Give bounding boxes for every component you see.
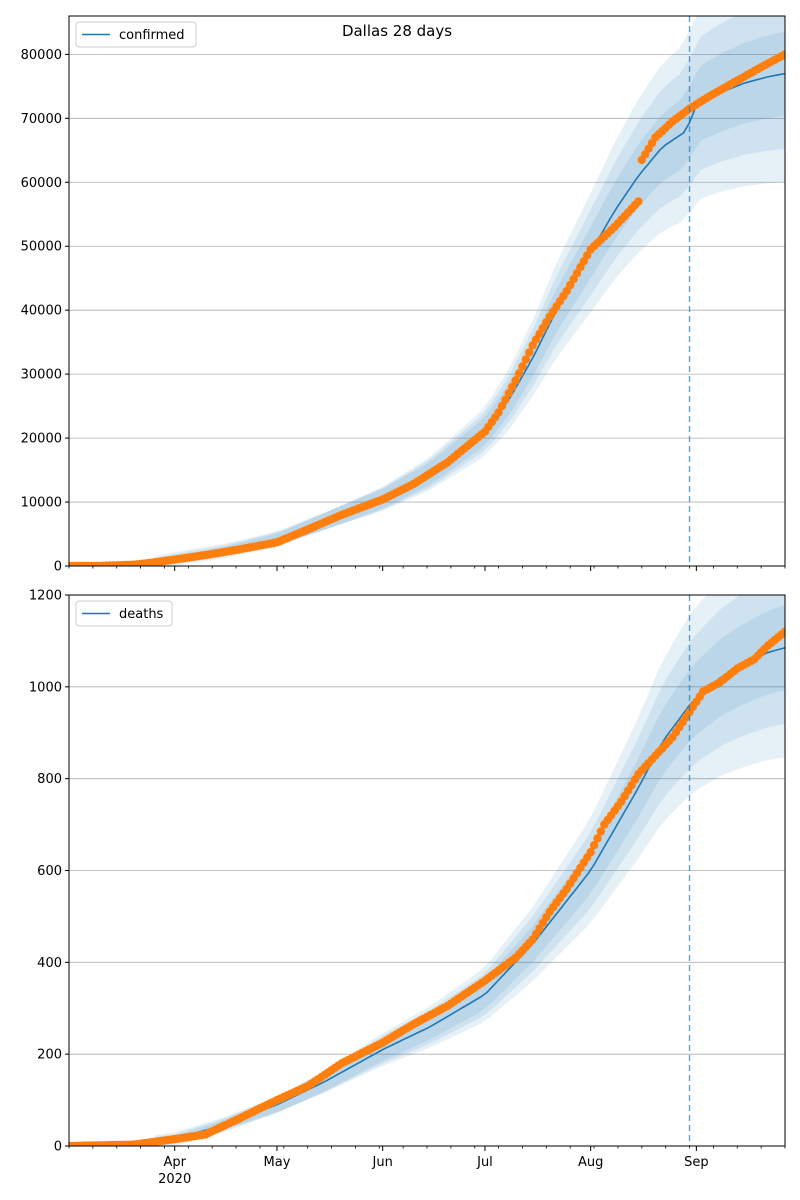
legend-label: deaths [119,607,164,622]
confirmed-panel: 0 10000 20000 30000 40000 50000 60000 70000 8000… [21,15,786,575]
deaths-panel: 0 200 400 600 800 1000 1200 Apr May Jun Jul Aug Sep 2… [29,589,786,1187]
uncertainty-band [154,31,785,566]
plot-area [69,595,785,1146]
y-tick-label: 50000 [21,240,62,255]
observed-point [589,841,599,850]
x-tick-label: Apr [163,1155,186,1170]
observed-point [494,408,503,417]
observed-point [501,395,510,404]
x-year-label: 2020 [158,1172,191,1187]
plot-area [69,16,785,566]
observed-point [634,197,643,206]
legend: confirmed [75,21,197,48]
y-tick-label: 80000 [21,48,62,63]
observed-point [525,348,534,357]
x-tick-label: Jun [372,1155,393,1170]
legend-box [75,21,197,48]
y-tick-label: 1000 [29,680,62,695]
x-tick-label: Aug [578,1155,603,1170]
y-tick-label: 20000 [21,432,62,447]
uncertainty-band [154,605,785,1146]
observed-point [504,389,513,398]
y-tick-label: 70000 [21,112,62,127]
chart-title: Dallas 28 days [342,22,452,40]
legend-box [75,600,173,627]
model-line [69,647,785,1146]
observed-point [511,376,520,385]
y-tick-label: 60000 [21,176,62,191]
observed-point [508,382,517,392]
y-tick-label: 40000 [21,304,62,319]
observed-point [780,627,785,636]
y-tick-label: 800 [37,772,62,787]
observed-point [586,847,595,857]
uncertainty-band [154,595,785,1145]
legend: deaths [75,600,173,627]
observed-point [514,369,524,378]
observed-point [497,401,507,411]
uncertainty-band [154,16,785,566]
x-tick-label: Sep [684,1155,709,1170]
y-tick-label: 30000 [21,368,62,383]
y-tick-label: 1200 [29,589,62,604]
y-tick-label: 200 [37,1048,62,1063]
y-tick-label: 600 [37,864,62,879]
x-tick-label: May [264,1155,291,1170]
y-tick-label: 0 [54,560,62,575]
uncertainty-band [154,16,785,566]
uncertainty-band [154,595,785,1146]
y-tick-label: 10000 [21,496,62,511]
legend-label: confirmed [119,28,185,43]
observed-point [596,827,606,836]
observed-point [518,362,527,371]
y-tick-label: 0 [54,1140,62,1155]
observed-point [593,834,602,843]
observed-point [780,50,785,59]
y-tick-label: 400 [37,956,62,971]
x-tick-label: Jul [476,1155,493,1170]
observed-point [521,355,531,364]
